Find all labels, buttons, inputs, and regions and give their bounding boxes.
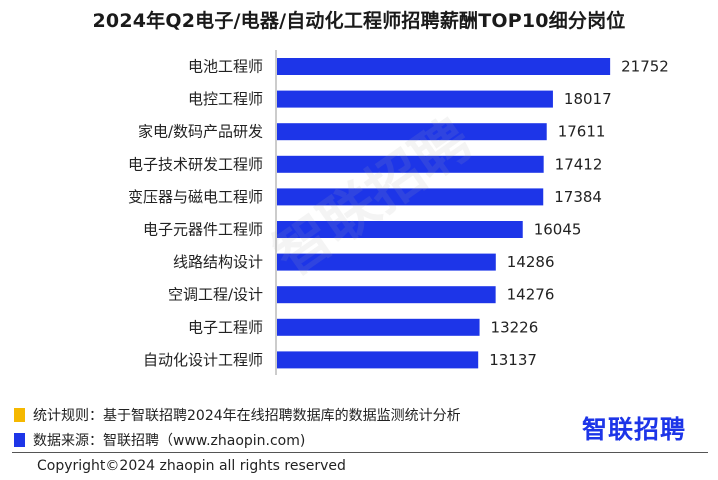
category-label-4: 变压器与磁电工程师	[128, 188, 263, 206]
category-label-1: 电控工程师	[188, 90, 263, 108]
category-label-7: 空调工程/设计	[168, 286, 263, 304]
zhaopin-logo: 智联招聘	[582, 415, 687, 444]
value-label-3: 17412	[555, 155, 603, 173]
category-label-6: 线路结构设计	[173, 253, 263, 271]
bar-0	[277, 58, 611, 75]
value-label-1: 18017	[564, 90, 612, 108]
note-rule: 统计规则：基于智联招聘2024年在线招聘数据库的数据监测统计分析	[14, 405, 461, 425]
category-label-5: 电子元器件工程师	[143, 221, 263, 239]
value-label-9: 13137	[489, 351, 537, 369]
category-label-3: 电子技术研发工程师	[128, 155, 263, 173]
note-source-text: 数据来源：智联招聘（www.zhaopin.com)	[33, 433, 306, 449]
value-label-5: 16045	[534, 221, 582, 239]
bar-9	[277, 351, 479, 369]
bar-1	[277, 90, 553, 108]
value-label-4: 17384	[554, 188, 602, 206]
source-swatch	[14, 433, 25, 447]
note-rule-text: 统计规则：基于智联招聘2024年在线招聘数据库的数据监测统计分析	[33, 408, 461, 424]
value-label-0: 21752	[621, 58, 669, 76]
bar-4	[277, 188, 544, 206]
value-label-7: 14276	[507, 286, 555, 304]
bar-6	[277, 253, 496, 271]
category-label-9: 自动化设计工程师	[143, 351, 263, 369]
bar-chart: 电池工程师 21752 电控工程师 18017 家电/数码产品研发 17611 电子技术研发…	[128, 50, 669, 375]
category-label-2: 家电/数码产品研发	[138, 123, 263, 141]
note-source: 数据来源：智联招聘（www.zhaopin.com)	[14, 430, 305, 450]
bar-2	[277, 123, 547, 141]
value-label-6: 14286	[507, 253, 555, 271]
bar-5	[277, 221, 523, 238]
divider	[12, 452, 708, 453]
bar-3	[277, 155, 544, 173]
chart-title: 2024年Q2电子/电器/自动化工程师招聘薪酬TOP10细分岗位	[92, 10, 626, 32]
rule-swatch	[14, 408, 25, 422]
category-label-8: 电子工程师	[188, 318, 263, 336]
value-label-8: 13226	[491, 318, 539, 336]
bar-8	[277, 318, 480, 336]
copyright: Copyright©2024 zhaopin all rights reserv…	[37, 458, 346, 474]
category-label-0: 电池工程师	[188, 58, 263, 76]
bar-7	[277, 286, 496, 304]
value-label-2: 17611	[558, 123, 606, 141]
